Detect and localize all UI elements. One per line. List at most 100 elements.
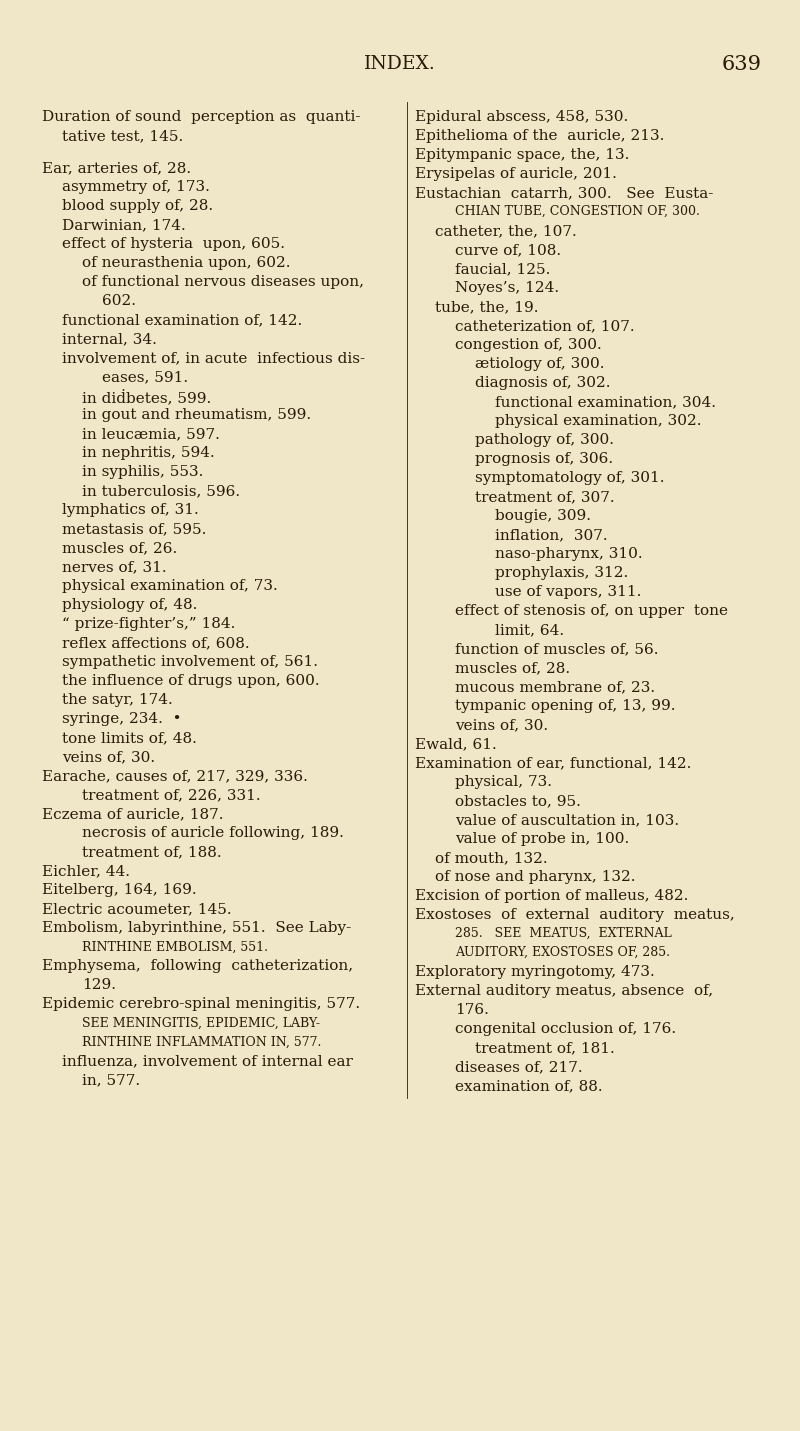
Text: influenza, involvement of internal ear: influenza, involvement of internal ear bbox=[62, 1055, 353, 1069]
Text: 639: 639 bbox=[722, 54, 762, 74]
Text: 176.: 176. bbox=[455, 1003, 489, 1017]
Text: 285.   SEE  MEATUS,  EXTERNAL: 285. SEE MEATUS, EXTERNAL bbox=[455, 927, 672, 940]
Text: Epithelioma of the  auricle, 213.: Epithelioma of the auricle, 213. bbox=[415, 129, 664, 143]
Text: catheterization of, 107.: catheterization of, 107. bbox=[455, 319, 634, 333]
Text: Ewald, 61.: Ewald, 61. bbox=[415, 737, 497, 751]
Text: prognosis of, 306.: prognosis of, 306. bbox=[475, 452, 613, 467]
Text: Erysipelas of auricle, 201.: Erysipelas of auricle, 201. bbox=[415, 167, 617, 180]
Text: CHIAN TUBE, CONGESTION OF, 300.: CHIAN TUBE, CONGESTION OF, 300. bbox=[455, 205, 700, 218]
Text: functional examination, 304.: functional examination, 304. bbox=[495, 395, 716, 409]
Text: metastasis of, 595.: metastasis of, 595. bbox=[62, 522, 206, 537]
Text: involvement of, in acute  infectious dis-: involvement of, in acute infectious dis- bbox=[62, 351, 365, 365]
Text: “ prize-fighter’s,” 184.: “ prize-fighter’s,” 184. bbox=[62, 617, 235, 631]
Text: tone limits of, 48.: tone limits of, 48. bbox=[62, 731, 197, 746]
Text: symptomatology of, 301.: symptomatology of, 301. bbox=[475, 471, 665, 485]
Text: nerves of, 31.: nerves of, 31. bbox=[62, 561, 166, 574]
Text: use of vapors, 311.: use of vapors, 311. bbox=[495, 585, 642, 600]
Text: Epidural abscess, 458, 530.: Epidural abscess, 458, 530. bbox=[415, 110, 628, 124]
Text: veins of, 30.: veins of, 30. bbox=[455, 718, 548, 733]
Text: RINTHINE INFLAMMATION IN, 577.: RINTHINE INFLAMMATION IN, 577. bbox=[82, 1035, 322, 1049]
Text: syringe, 234.  •: syringe, 234. • bbox=[62, 713, 182, 727]
Text: prophylaxis, 312.: prophylaxis, 312. bbox=[495, 567, 628, 580]
Text: SEE MENINGITIS, EPIDEMIC, LABY-: SEE MENINGITIS, EPIDEMIC, LABY- bbox=[82, 1016, 320, 1029]
Text: 129.: 129. bbox=[82, 979, 116, 992]
Text: catheter, the, 107.: catheter, the, 107. bbox=[435, 225, 577, 238]
Text: 602.: 602. bbox=[102, 295, 136, 308]
Text: of functional nervous diseases upon,: of functional nervous diseases upon, bbox=[82, 275, 364, 289]
Text: physical, 73.: physical, 73. bbox=[455, 776, 552, 788]
Text: asymmetry of, 173.: asymmetry of, 173. bbox=[62, 180, 210, 195]
Text: in nephritis, 594.: in nephritis, 594. bbox=[82, 446, 214, 461]
Text: treatment of, 181.: treatment of, 181. bbox=[475, 1040, 614, 1055]
Text: eases, 591.: eases, 591. bbox=[102, 371, 188, 385]
Text: veins of, 30.: veins of, 30. bbox=[62, 750, 155, 764]
Text: tympanic opening of, 13, 99.: tympanic opening of, 13, 99. bbox=[455, 698, 675, 713]
Text: lymphatics of, 31.: lymphatics of, 31. bbox=[62, 504, 198, 517]
Text: AUDITORY, EXOSTOSES OF, 285.: AUDITORY, EXOSTOSES OF, 285. bbox=[455, 946, 670, 959]
Text: Eitelberg, 164, 169.: Eitelberg, 164, 169. bbox=[42, 883, 197, 897]
Text: Examination of ear, functional, 142.: Examination of ear, functional, 142. bbox=[415, 756, 691, 770]
Text: of nose and pharynx, 132.: of nose and pharynx, 132. bbox=[435, 870, 635, 884]
Text: diagnosis of, 302.: diagnosis of, 302. bbox=[475, 376, 610, 391]
Text: Epidemic cerebro-spinal meningitis, 577.: Epidemic cerebro-spinal meningitis, 577. bbox=[42, 997, 360, 1012]
Text: obstacles to, 95.: obstacles to, 95. bbox=[455, 794, 581, 809]
Text: Duration of sound  perception as  quanti-: Duration of sound perception as quanti- bbox=[42, 110, 361, 124]
Text: Ear, arteries of, 28.: Ear, arteries of, 28. bbox=[42, 162, 191, 176]
Text: tube, the, 19.: tube, the, 19. bbox=[435, 301, 538, 313]
Text: inflation,  307.: inflation, 307. bbox=[495, 528, 608, 542]
Text: of neurasthenia upon, 602.: of neurasthenia upon, 602. bbox=[82, 256, 290, 270]
Text: External auditory meatus, absence  of,: External auditory meatus, absence of, bbox=[415, 985, 713, 997]
Text: in syphilis, 553.: in syphilis, 553. bbox=[82, 465, 203, 479]
Text: value of probe in, 100.: value of probe in, 100. bbox=[455, 831, 630, 846]
Text: function of muscles of, 56.: function of muscles of, 56. bbox=[455, 643, 658, 655]
Text: in, 577.: in, 577. bbox=[82, 1073, 140, 1088]
Text: congestion of, 300.: congestion of, 300. bbox=[455, 338, 602, 352]
Text: Eustachian  catarrh, 300.   See  Eusta-: Eustachian catarrh, 300. See Eusta- bbox=[415, 186, 714, 200]
Text: Eczema of auricle, 187.: Eczema of auricle, 187. bbox=[42, 807, 223, 821]
Text: examination of, 88.: examination of, 88. bbox=[455, 1079, 602, 1093]
Text: bougie, 309.: bougie, 309. bbox=[495, 509, 591, 522]
Text: treatment of, 226, 331.: treatment of, 226, 331. bbox=[82, 788, 261, 803]
Text: of mouth, 132.: of mouth, 132. bbox=[435, 851, 548, 864]
Text: Excision of portion of malleus, 482.: Excision of portion of malleus, 482. bbox=[415, 889, 688, 903]
Text: in tuberculosis, 596.: in tuberculosis, 596. bbox=[82, 484, 240, 498]
Text: in diḋbetes, 599.: in diḋbetes, 599. bbox=[82, 389, 211, 405]
Text: internal, 34.: internal, 34. bbox=[62, 332, 157, 346]
Text: INDEX.: INDEX. bbox=[364, 54, 436, 73]
Text: limit, 64.: limit, 64. bbox=[495, 622, 564, 637]
Text: muscles of, 26.: muscles of, 26. bbox=[62, 541, 178, 555]
Text: Embolism, labyrinthine, 551.  See Laby-: Embolism, labyrinthine, 551. See Laby- bbox=[42, 922, 351, 936]
Text: value of auscultation in, 103.: value of auscultation in, 103. bbox=[455, 813, 679, 827]
Text: in gout and rheumatism, 599.: in gout and rheumatism, 599. bbox=[82, 408, 311, 422]
Text: ætiology of, 300.: ætiology of, 300. bbox=[475, 356, 605, 371]
Text: RINTHINE EMBOLISM, 551.: RINTHINE EMBOLISM, 551. bbox=[82, 940, 268, 953]
Text: physiology of, 48.: physiology of, 48. bbox=[62, 598, 198, 612]
Text: Emphysema,  following  catheterization,: Emphysema, following catheterization, bbox=[42, 959, 353, 973]
Text: Noyes’s, 124.: Noyes’s, 124. bbox=[455, 280, 559, 295]
Text: Exostoses  of  external  auditory  meatus,: Exostoses of external auditory meatus, bbox=[415, 909, 734, 922]
Text: physical examination of, 73.: physical examination of, 73. bbox=[62, 580, 278, 594]
Text: effect of stenosis of, on upper  tone: effect of stenosis of, on upper tone bbox=[455, 604, 728, 618]
Text: in leucæmia, 597.: in leucæmia, 597. bbox=[82, 428, 220, 441]
Text: Earache, causes of, 217, 329, 336.: Earache, causes of, 217, 329, 336. bbox=[42, 770, 308, 783]
Text: Epitympanic space, the, 13.: Epitympanic space, the, 13. bbox=[415, 147, 630, 162]
Text: tative test, 145.: tative test, 145. bbox=[62, 129, 183, 143]
Text: the satyr, 174.: the satyr, 174. bbox=[62, 693, 173, 707]
Text: Darwinian, 174.: Darwinian, 174. bbox=[62, 219, 186, 232]
Text: Exploratory myringotomy, 473.: Exploratory myringotomy, 473. bbox=[415, 964, 654, 979]
Text: reflex affections of, 608.: reflex affections of, 608. bbox=[62, 637, 250, 650]
Text: faucial, 125.: faucial, 125. bbox=[455, 262, 550, 276]
Text: pathology of, 300.: pathology of, 300. bbox=[475, 434, 614, 446]
Text: functional examination of, 142.: functional examination of, 142. bbox=[62, 313, 302, 328]
Text: physical examination, 302.: physical examination, 302. bbox=[495, 414, 702, 428]
Text: naso-pharynx, 310.: naso-pharynx, 310. bbox=[495, 547, 642, 561]
Text: necrosis of auricle following, 189.: necrosis of auricle following, 189. bbox=[82, 826, 344, 840]
Text: muscles of, 28.: muscles of, 28. bbox=[455, 661, 570, 675]
Text: mucous membrane of, 23.: mucous membrane of, 23. bbox=[455, 680, 655, 694]
Text: congenital occlusion of, 176.: congenital occlusion of, 176. bbox=[455, 1022, 676, 1036]
Text: sympathetic involvement of, 561.: sympathetic involvement of, 561. bbox=[62, 655, 318, 670]
Text: blood supply of, 28.: blood supply of, 28. bbox=[62, 199, 213, 213]
Text: the influence of drugs upon, 600.: the influence of drugs upon, 600. bbox=[62, 674, 320, 688]
Text: effect of hysteria  upon, 605.: effect of hysteria upon, 605. bbox=[62, 238, 285, 252]
Text: diseases of, 217.: diseases of, 217. bbox=[455, 1060, 582, 1075]
